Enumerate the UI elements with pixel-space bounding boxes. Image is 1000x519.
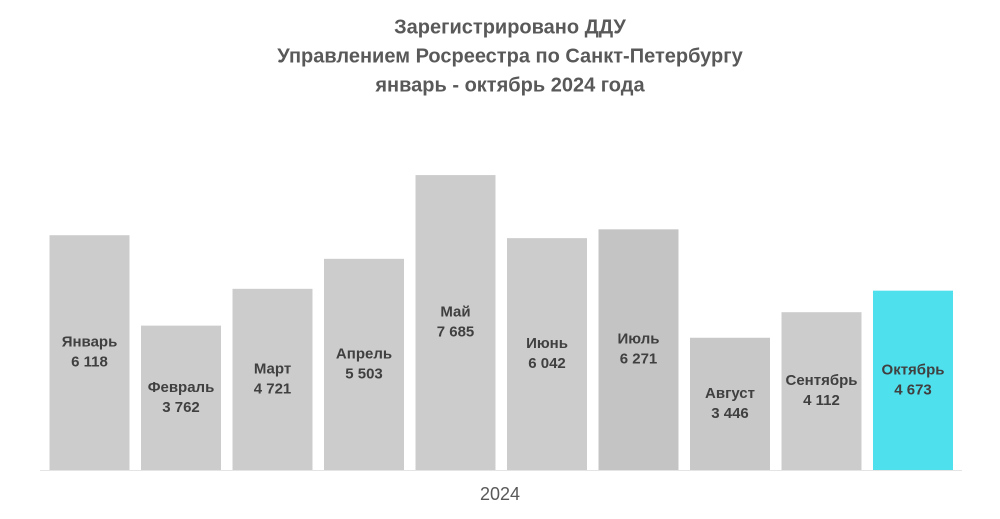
chart-title: Управлением Росреестра по Санкт-Петербур…	[277, 45, 743, 67]
value-label: 6 271	[620, 351, 658, 368]
category-label: Июнь	[526, 335, 568, 352]
bar	[873, 290, 953, 470]
bar	[141, 325, 221, 470]
value-label: 4 673	[894, 381, 932, 398]
value-label: 5 503	[345, 365, 383, 382]
bar	[507, 238, 587, 470]
bar	[324, 258, 404, 470]
category-label: Сентябрь	[786, 372, 858, 389]
value-label: 4 112	[803, 392, 840, 409]
x-axis-label: 2024	[480, 484, 520, 504]
chart-title: январь - октябрь 2024 года	[374, 74, 645, 96]
value-label: 4 721	[254, 380, 292, 397]
category-label: Июль	[618, 331, 660, 348]
category-label: Май	[440, 304, 470, 321]
value-label: 3 446	[711, 405, 749, 422]
value-label: 6 118	[71, 354, 108, 371]
category-label: Август	[705, 385, 755, 402]
bar	[598, 229, 679, 470]
category-label: Январь	[62, 334, 118, 351]
value-label: 3 762	[162, 399, 200, 416]
bar	[781, 312, 862, 470]
bar	[49, 235, 130, 470]
value-label: 7 685	[437, 324, 475, 341]
bar	[690, 337, 770, 470]
bar	[232, 288, 313, 470]
category-label: Октябрь	[882, 361, 945, 378]
chart-title: Зарегистрировано ДДУ	[394, 16, 626, 38]
category-label: Март	[254, 360, 291, 377]
category-label: Апрель	[336, 345, 392, 362]
value-label: 6 042	[528, 355, 566, 372]
category-label: Февраль	[148, 379, 215, 396]
bar	[415, 175, 496, 470]
